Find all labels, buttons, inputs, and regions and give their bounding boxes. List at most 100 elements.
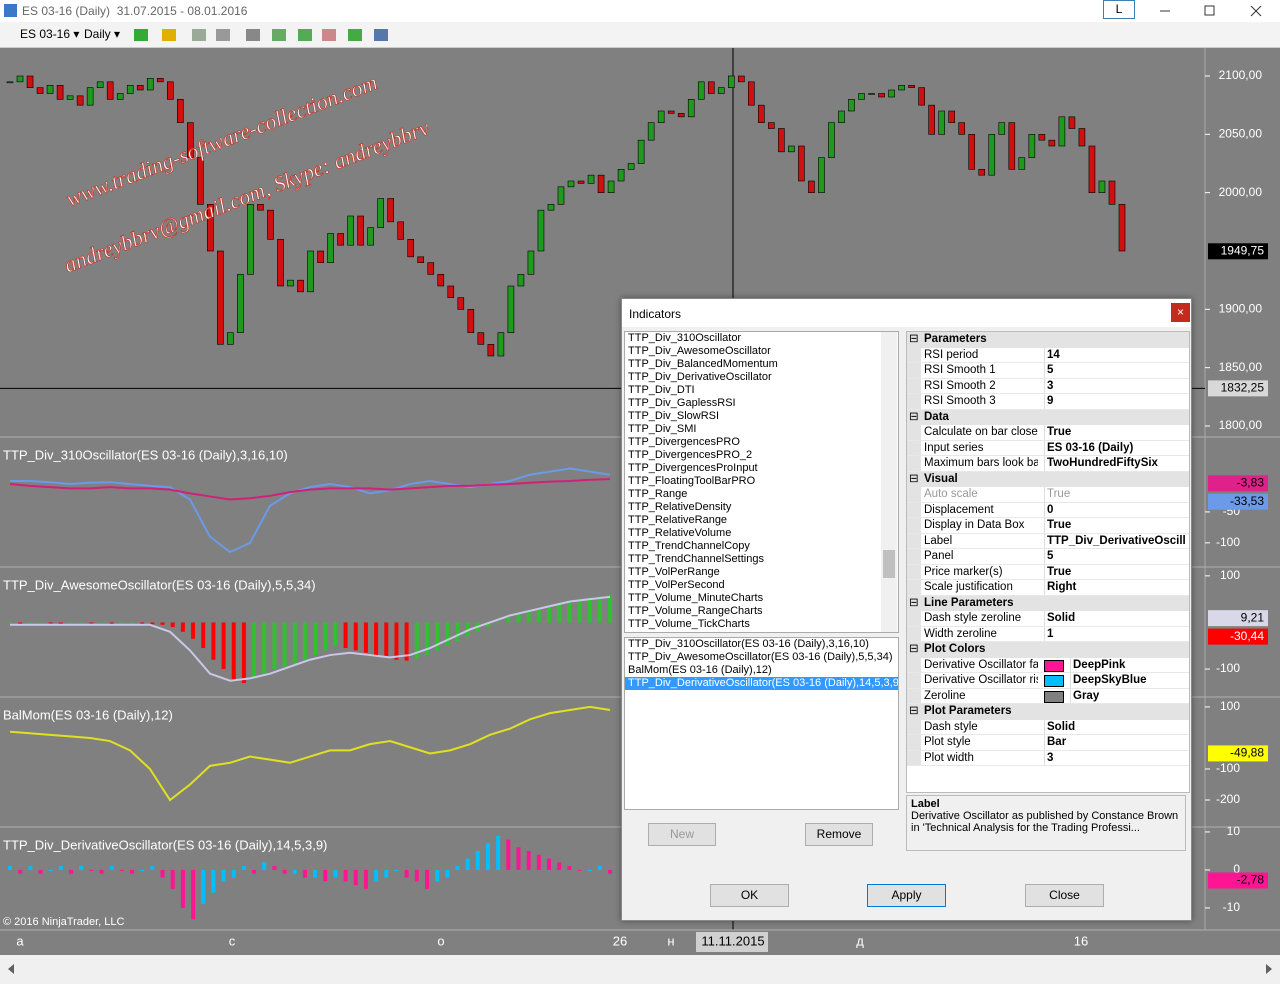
y-tick-label: 1850,00 <box>1219 360 1263 374</box>
list-item[interactable]: TTP_Div_DerivativeOscillator(ES 03-16 (D… <box>625 677 898 690</box>
grid-row[interactable]: Derivative Oscillator fa DeepPink <box>907 657 1189 673</box>
grid-row[interactable]: Display in Data Box True <box>907 518 1189 534</box>
configured-list[interactable]: TTP_Div_310Oscillator(ES 03-16 (Daily),3… <box>624 637 899 810</box>
grid-row[interactable]: Input series ES 03-16 (Daily) <box>907 440 1189 456</box>
candle <box>177 99 184 123</box>
histogram-bar <box>404 869 409 878</box>
list-item[interactable]: TTP_DivergencesProInput <box>628 462 758 474</box>
close-button[interactable]: Close <box>1025 884 1104 907</box>
gutter <box>907 657 921 673</box>
instrument-select[interactable]: ES 03-16 ▾ <box>20 27 80 41</box>
available-list[interactable]: TTP_Div_310Oscillator TTP_Div_AwesomeOsci… <box>624 331 899 633</box>
close-x[interactable]: × <box>1171 303 1190 322</box>
grid-row[interactable]: RSI Smooth 1 5 <box>907 363 1189 379</box>
grid-row[interactable]: Width zeroline 1 <box>907 626 1189 642</box>
grid-row[interactable]: ⊟ Plot Parameters <box>907 704 1189 720</box>
grid-row[interactable]: ⊟ Data <box>907 409 1189 425</box>
link-button[interactable]: L <box>1103 0 1135 19</box>
indicator-line <box>9 478 611 501</box>
grid-row[interactable]: ⊟ Visual <box>907 471 1189 487</box>
histogram-bar <box>48 869 53 871</box>
gutter <box>907 487 921 502</box>
grid-row[interactable]: ⊟ Parameters <box>907 332 1189 348</box>
list-item[interactable]: TTP_Div_SMI <box>628 423 697 435</box>
y-tick-label: 2050,00 <box>1219 127 1263 141</box>
grid-row[interactable]: Derivative Oscillator ris DeepSkyBlue <box>907 673 1189 689</box>
candle <box>627 163 635 170</box>
candle <box>878 93 885 98</box>
list-item[interactable]: TTP_Div_DTI <box>628 384 695 396</box>
list-item[interactable]: TTP_Div_SlowRSI <box>628 410 720 422</box>
list-item[interactable]: TTP_Volume_MinuteCharts <box>628 592 764 604</box>
grid-row[interactable]: Price marker(s) True <box>907 564 1189 580</box>
list-item[interactable]: TTP_Div_310Oscillator <box>628 332 742 344</box>
grid-row[interactable]: RSI Smooth 3 9 <box>907 394 1189 410</box>
list-item[interactable]: TTP_VolPerRange <box>628 566 720 578</box>
list-item[interactable]: TTP_Div_AwesomeOscillator(ES 03-16 (Dail… <box>628 651 893 663</box>
histogram-bar <box>241 622 246 684</box>
list-item[interactable]: TTP_VolPerSecond <box>628 579 725 591</box>
histogram-bar <box>577 869 582 871</box>
list-item[interactable]: TTP_RelativeDensity <box>628 501 732 513</box>
list-item[interactable]: TTP_DivergencesPRO <box>628 436 740 448</box>
candle <box>497 332 505 357</box>
grid-row[interactable]: RSI period 14 <box>907 347 1189 363</box>
grid-row[interactable]: Calculate on bar close True <box>907 425 1189 441</box>
list-scrollbar[interactable] <box>881 332 897 632</box>
property-name: Derivative Oscillator fa <box>924 658 1038 671</box>
grid-row[interactable]: ⊟ Plot Colors <box>907 642 1189 658</box>
grid-row[interactable]: Displacement 0 <box>907 502 1189 518</box>
scrollbar[interactable] <box>0 955 1280 984</box>
grid-row[interactable]: Zeroline Gray <box>907 688 1189 704</box>
list-item[interactable]: TTP_Div_DerivativeOscillator <box>628 371 772 383</box>
list-item[interactable]: TTP_Range <box>628 488 688 500</box>
price-marker <box>1208 493 1268 510</box>
period-select[interactable]: Daily ▾ <box>84 27 121 41</box>
price-marker-label: -2,78 <box>1237 873 1265 887</box>
title-bar: ES 03-16 (Daily) 31.07.2015 - 08.01.2016… <box>0 0 1280 22</box>
list-item[interactable]: TTP_Div_BalancedMomentum <box>628 358 778 370</box>
list-item[interactable]: TTP_Div_GaplessRSI <box>628 397 736 409</box>
list-item[interactable]: TTP_Volume_RangeCharts <box>628 605 763 617</box>
grid-row[interactable]: Dash style Solid <box>907 719 1189 735</box>
grid-row[interactable]: ⊟ Line Parameters <box>907 595 1189 611</box>
candle <box>617 169 625 182</box>
histogram-bar <box>445 622 450 646</box>
candle <box>307 250 314 293</box>
candle <box>888 89 895 98</box>
list-item[interactable]: TTP_TrendChannelSettings <box>628 553 764 565</box>
list-item[interactable]: BalMom(ES 03-16 (Daily),12) <box>628 664 772 676</box>
list-item[interactable]: TTP_RelativeVolume <box>628 527 732 539</box>
remove-button[interactable]: Remove <box>805 823 873 846</box>
list-item[interactable]: TTP_Volume_TickCharts <box>628 618 750 630</box>
ok-button[interactable]: OK <box>710 884 789 907</box>
candle <box>858 93 865 100</box>
grid-row[interactable]: Dash style zeroline Solid <box>907 611 1189 627</box>
price-marker-label: -33,53 <box>1230 494 1264 508</box>
property-name: Displacement <box>924 503 994 516</box>
grid-row[interactable]: Label TTP_Div_DerivativeOscill <box>907 533 1189 549</box>
histogram-bar <box>496 622 501 624</box>
list-item[interactable]: TTP_RelativeRange <box>628 514 728 526</box>
list-item[interactable]: TTP_Div_310Oscillator(ES 03-16 (Daily),3… <box>628 638 869 650</box>
list-item[interactable]: TTP_Div_AwesomeOscillator <box>628 345 771 357</box>
grid-row[interactable]: Plot width 3 <box>907 750 1189 766</box>
price-marker-label: -3,83 <box>1237 475 1265 489</box>
histogram-bar <box>191 622 196 639</box>
toolbar-icons[interactable] <box>130 24 420 46</box>
histogram-bar <box>455 866 460 870</box>
grid-row[interactable]: Panel 5 <box>907 549 1189 565</box>
histogram-bar <box>546 606 551 623</box>
grid-row[interactable]: Maximum bars look bac TwoHundredFiftySix <box>907 456 1189 472</box>
grid-row[interactable]: Plot style Bar <box>907 735 1189 751</box>
property-grid[interactable]: ⊟ Parameters RSI period 14 RSI Smooth 1 5 RSI … <box>906 331 1190 793</box>
grid-row[interactable]: Auto scale True <box>907 487 1189 503</box>
list-item[interactable]: TTP_TrendChannelCopy <box>628 540 750 552</box>
grid-row[interactable]: Scale justification Right <box>907 580 1189 596</box>
list-item[interactable]: TTP_DivergencesPRO_2 <box>628 449 753 461</box>
window-controls[interactable] <box>1150 0 1280 22</box>
list-item[interactable]: TTP_FloatingToolBarPRO <box>628 475 756 487</box>
new-button: New <box>648 823 716 846</box>
apply-button[interactable]: Apply <box>867 884 946 907</box>
grid-row[interactable]: RSI Smooth 2 3 <box>907 378 1189 394</box>
